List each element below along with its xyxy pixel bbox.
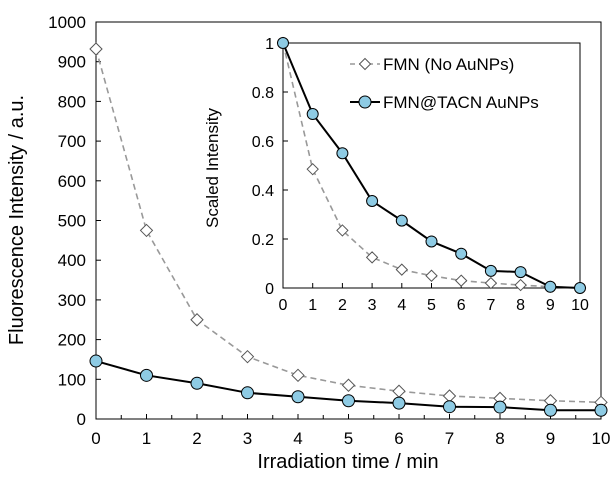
main-x-tick-label: 4 [293,429,302,448]
main-plot: 0 1 2 3 4 5 6 7 8 9 10 010020030040050060070080090… [6,13,610,473]
main-point-fmn-no-aunps [442,389,457,403]
main-point-fmn-tacn-aunps [443,400,456,414]
inset-point-fmn-no-aunps [425,269,438,282]
main-x-tick-label: 3 [243,429,252,448]
main-point-fmn-tacn-aunps [493,400,507,414]
main-x-tick-label: 1 [142,429,151,448]
main-series [89,42,608,417]
main-point-fmn-tacn-aunps [190,376,204,390]
main-y-axis-title: Fluorescence Intensity / a.u. [6,95,28,345]
main-point-fmn-tacn-aunps [392,396,406,410]
inset-x-tick-label: 5 [427,297,436,314]
inset-point-fmn-tacn-aunps [366,195,379,208]
main-y-tick-label: 400 [58,251,86,270]
inset-point-fmn-tacn-aunps [574,282,586,294]
main-x-tick-label: 10 [592,429,611,448]
main-y-tick-label: 900 [58,53,86,72]
inset-x-tick-label: 9 [546,297,555,314]
main-point-fmn-tacn-aunps [544,403,557,417]
main-x-tick-label: 6 [394,429,403,448]
inset-y-ticks: 0 0.2 0.4 0.6 0.8 1 [252,36,288,298]
main-y-tick-label: 300 [58,291,86,310]
main-x-tick-label: 9 [546,429,555,448]
inset-x-tick-label: 10 [571,297,589,314]
inset-point-fmn-no-aunps [306,162,319,176]
inset-x-tick-label: 2 [338,297,347,314]
main-point-fmn-no-aunps [341,378,356,392]
main-point-fmn-tacn-aunps [342,394,355,408]
main-point-fmn-tacn-aunps [241,386,254,400]
inset-point-fmn-no-aunps [454,274,468,287]
inset-y-tick-label: 0 [265,281,274,298]
inset-plot-frame [282,42,581,289]
main-y-tick-label: 700 [58,132,86,151]
main-y-tick-label: 600 [58,172,86,191]
main-point-fmn-no-aunps [139,223,154,238]
inset-point-fmn-tacn-aunps [395,214,408,227]
main-y-tick-label: 800 [58,92,86,111]
inset-plot: 0 1 2 3 4 5 6 7 8 9 10 0 0.2 0.4 0.6 0.8 1 Scaled Inten… [203,36,589,314]
legend: FMN (No AuNPs) FMN@TACN AuNPs [350,55,539,112]
inset-y-tick-label: 0.4 [252,183,274,200]
legend-item-fmn-no-aunps: FMN (No AuNPs) [350,55,514,74]
inset-x-tick-label: 3 [368,297,377,314]
main-point-fmn-tacn-aunps [291,390,305,404]
inset-point-fmn-tacn-aunps [455,247,468,260]
inset-x-tick-label: 4 [397,297,406,314]
inset-point-fmn-tacn-aunps [277,37,289,49]
main-x-tick-label: 7 [445,429,454,448]
main-point-fmn-no-aunps [89,42,103,56]
inset-point-fmn-tacn-aunps [306,108,319,121]
legend-marker-filled-circle [358,95,372,109]
main-y-ticks: 0 100 200 300 400 500 600 700 800 900 1000 [48,13,101,429]
main-point-fmn-no-aunps [392,384,406,398]
main-point-fmn-no-aunps [291,368,305,383]
main-y-tick-label: 100 [58,370,86,389]
main-point-fmn-tacn-aunps [140,368,153,382]
main-point-fmn-no-aunps [240,349,255,364]
inset-x-tick-label: 0 [279,297,288,314]
inset-point-fmn-no-aunps [514,278,527,292]
inset-x-tick-label: 6 [457,297,466,314]
main-x-tick-label: 5 [344,429,353,448]
inset-point-fmn-tacn-aunps [514,266,527,279]
main-y-tick-label: 500 [58,212,86,231]
inset-x-tick-label: 7 [486,297,495,314]
inset-y-tick-label: 0.6 [252,134,274,151]
inset-point-fmn-tacn-aunps [425,235,438,248]
inset-point-fmn-tacn-aunps [336,147,349,160]
main-x-tick-label: 8 [495,429,504,448]
inset-x-ticks: 0 1 2 3 4 5 6 7 8 9 10 [279,283,589,314]
inset-point-fmn-tacn-aunps [544,280,557,293]
inset-x-tick-label: 1 [308,297,317,314]
legend-label-fmn-no-aunps: FMN (No AuNPs) [383,55,514,74]
main-point-fmn-no-aunps [190,313,204,327]
main-x-tick-label: 2 [192,429,201,448]
inset-point-fmn-no-aunps [365,251,379,264]
inset-y-tick-label: 0.2 [252,232,274,249]
inset-y-tick-label: 0.8 [252,85,274,102]
legend-label-fmn-tacn-aunps: FMN@TACN AuNPs [383,93,539,112]
main-x-tick-label: 0 [91,429,100,448]
inset-y-tick-label: 1 [265,36,274,53]
legend-marker-open-diamond [358,57,372,71]
inset-point-fmn-no-aunps [336,224,349,237]
inset-point-fmn-tacn-aunps [484,264,497,277]
main-y-tick-label: 200 [58,331,86,350]
main-x-axis-title: Irradiation time / min [257,451,438,473]
main-point-fmn-tacn-aunps [594,403,608,417]
main-point-fmn-tacn-aunps [89,354,103,368]
legend-item-fmn-tacn-aunps: FMN@TACN AuNPs [350,93,539,112]
inset-point-fmn-no-aunps [484,276,498,290]
inset-x-tick-label: 8 [516,297,525,314]
inset-point-fmn-no-aunps [395,263,409,276]
main-y-tick-label: 1000 [48,13,86,32]
inset-y-axis-title: Scaled Intensity [203,107,222,228]
main-y-tick-label: 0 [77,410,86,429]
inset-series [276,36,587,295]
